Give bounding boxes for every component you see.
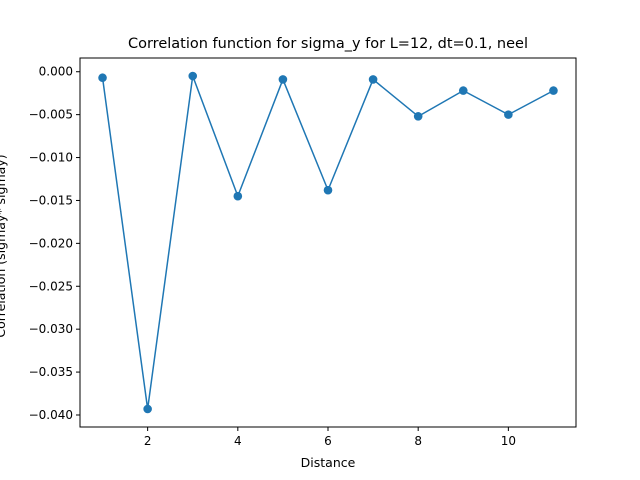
y-tick-label: −0.005 (29, 108, 73, 122)
y-tick-label: −0.010 (29, 151, 73, 165)
y-axis-label: Correlation (sigmay* sigmay) (0, 154, 8, 337)
y-tick-label: −0.015 (29, 193, 73, 207)
y-tick-label: −0.030 (29, 322, 73, 336)
y-axis: 0.000 −0.005 −0.010 −0.015 −0.020 −0.025 −0.03… (29, 65, 80, 422)
y-tick-label: −0.040 (29, 408, 73, 422)
data-point (323, 185, 333, 195)
x-tick-label: 4 (234, 434, 242, 448)
plot-frame (79, 57, 577, 428)
y-tick-label: −0.025 (29, 279, 73, 293)
x-tick-label: 2 (144, 434, 152, 448)
data-point (458, 86, 468, 95)
data-point (368, 75, 378, 84)
plot-area (98, 71, 558, 414)
data-point (413, 112, 423, 121)
x-tick-label: 6 (324, 434, 332, 448)
data-point (233, 191, 243, 201)
y-tick-label: 0.000 (39, 65, 73, 79)
series-line (101, 75, 554, 410)
x-axis: 2 4 6 8 10 (144, 427, 516, 448)
y-tick-label: −0.020 (29, 236, 73, 250)
data-point (188, 71, 198, 81)
chart-title: Correlation function for sigma_y for L=1… (128, 36, 528, 52)
x-axis-label: Distance (301, 455, 356, 470)
x-tick-label: 10 (501, 434, 516, 448)
data-point (278, 75, 288, 84)
data-point (143, 404, 152, 414)
data-point (549, 86, 558, 95)
x-tick-label: 8 (414, 434, 422, 448)
y-tick-label: −0.035 (29, 365, 73, 379)
data-point (504, 110, 513, 119)
data-point (98, 73, 107, 83)
